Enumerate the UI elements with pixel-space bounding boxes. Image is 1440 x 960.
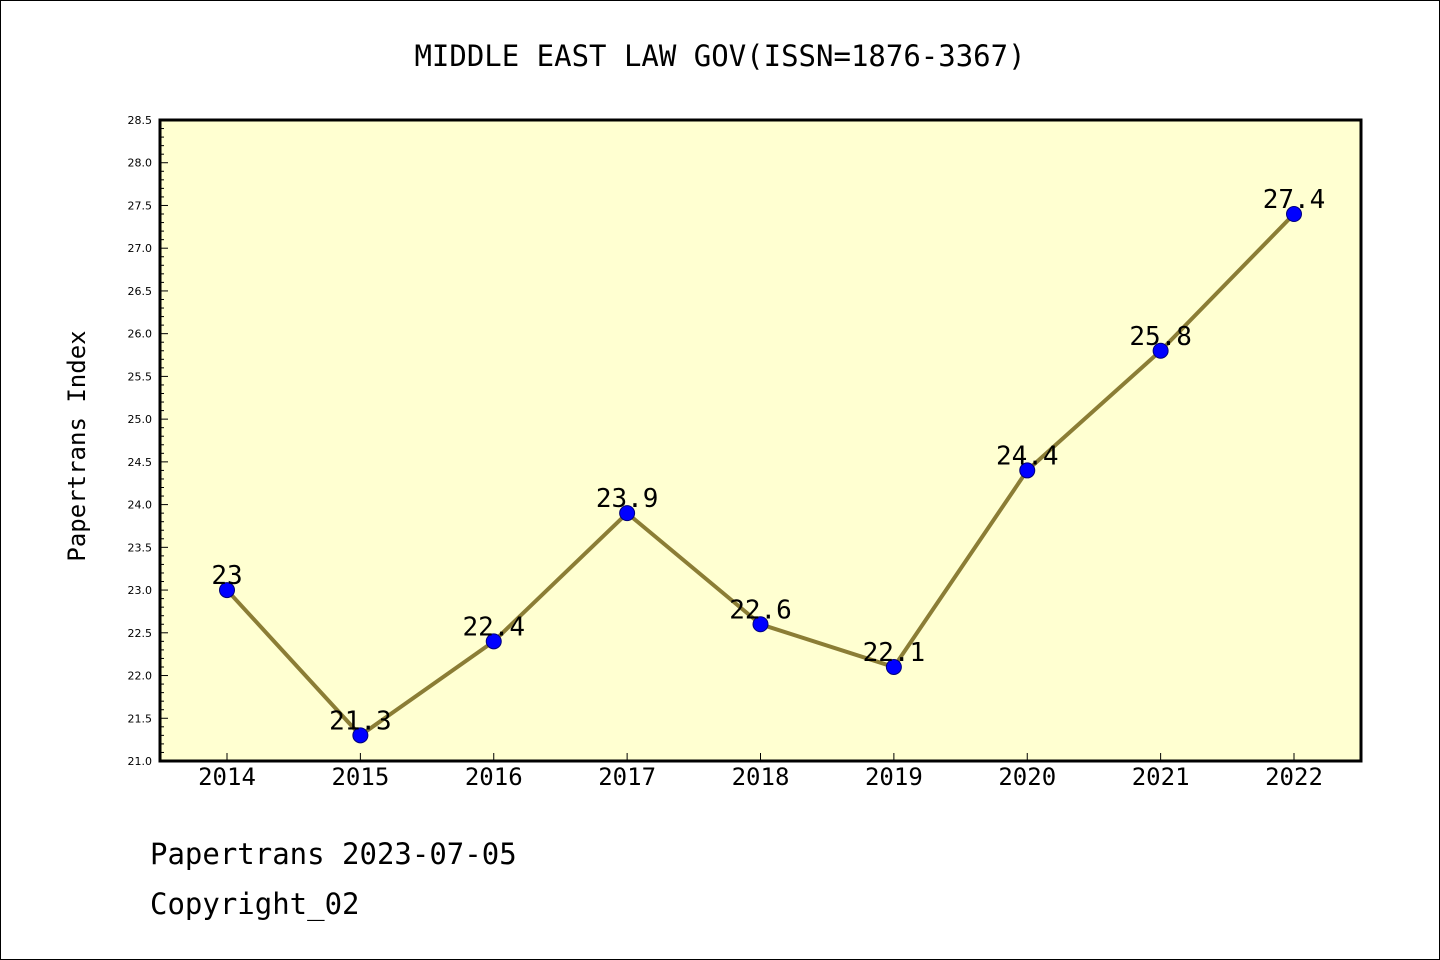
data-label: 23.9 — [596, 484, 659, 514]
data-label: 25.8 — [1129, 322, 1192, 352]
data-label: 23 — [211, 561, 242, 591]
y-tick-label: 25.5 — [128, 370, 153, 383]
y-tick-label: 23.0 — [128, 584, 153, 597]
y-tick-label: 22.5 — [128, 627, 153, 640]
data-point-marker — [1019, 462, 1036, 479]
y-tick-label: 27.0 — [128, 242, 153, 255]
y-tick-label: 22.0 — [128, 670, 153, 683]
x-tick-label: 2017 — [598, 763, 656, 791]
y-tick-label: 26.5 — [128, 285, 153, 298]
footer-source-text: Papertrans 2023-07-05 — [150, 837, 517, 871]
y-tick-label: 24.0 — [128, 499, 153, 512]
data-label-group: 23 21.3 22.4 23.9 22.6 22.1 24.4 25.8 27.4 — [211, 185, 1325, 736]
data-point-marker — [1286, 206, 1302, 223]
data-label: 22.1 — [863, 638, 926, 668]
x-tick-label: 2014 — [198, 763, 256, 791]
y-tick-label: 28.0 — [128, 157, 153, 170]
data-label: 27.4 — [1263, 185, 1326, 215]
x-tick-label: 2022 — [1265, 763, 1323, 791]
x-tick-label: 2015 — [331, 763, 389, 791]
y-tick-label: 24.5 — [128, 456, 153, 469]
y-axis-label: Papertrans Index — [63, 330, 91, 561]
footer-copyright-text: Copyright_02 — [150, 887, 360, 922]
x-tick-label: 2020 — [998, 763, 1056, 791]
marker-group — [219, 206, 1302, 744]
data-label: 22.6 — [729, 595, 792, 625]
data-point-marker — [485, 633, 502, 650]
data-point-marker — [619, 505, 636, 522]
y-tick-label: 26.0 — [128, 328, 153, 341]
y-tick-label: 27.5 — [128, 199, 153, 212]
y-tick-label: 23.5 — [128, 541, 153, 554]
x-tick-label: 2018 — [732, 763, 790, 791]
data-point-marker — [1152, 342, 1169, 359]
data-point-marker — [352, 727, 369, 744]
data-point-marker — [219, 582, 235, 599]
data-label: 24.4 — [996, 441, 1059, 471]
x-tick-label: 2021 — [1132, 763, 1190, 791]
chart-title: MIDDLE EAST LAW GOV(ISSN=1876-3367) — [414, 39, 1025, 73]
y-tick-label: 28.5 — [128, 114, 153, 127]
x-tick-label: 2019 — [865, 763, 923, 791]
y-axis: 21.0 21.5 22.0 22.5 23.0 23.5 24.0 24.5 25.0 25.5… — [128, 114, 168, 768]
data-label: 21.3 — [329, 706, 392, 736]
plot-area — [158, 118, 1363, 763]
y-tick-label: 21.5 — [128, 712, 153, 725]
data-point-marker — [885, 658, 902, 675]
x-axis: 2014 2015 2016 2017 2018 2019 2020 2021 2022 — [198, 753, 1323, 791]
y-tick-label: 25.0 — [128, 413, 153, 426]
data-label: 22.4 — [462, 612, 525, 642]
y-tick-label: 21.0 — [128, 755, 153, 768]
x-tick-label: 2016 — [465, 763, 523, 791]
data-point-marker — [752, 616, 769, 633]
